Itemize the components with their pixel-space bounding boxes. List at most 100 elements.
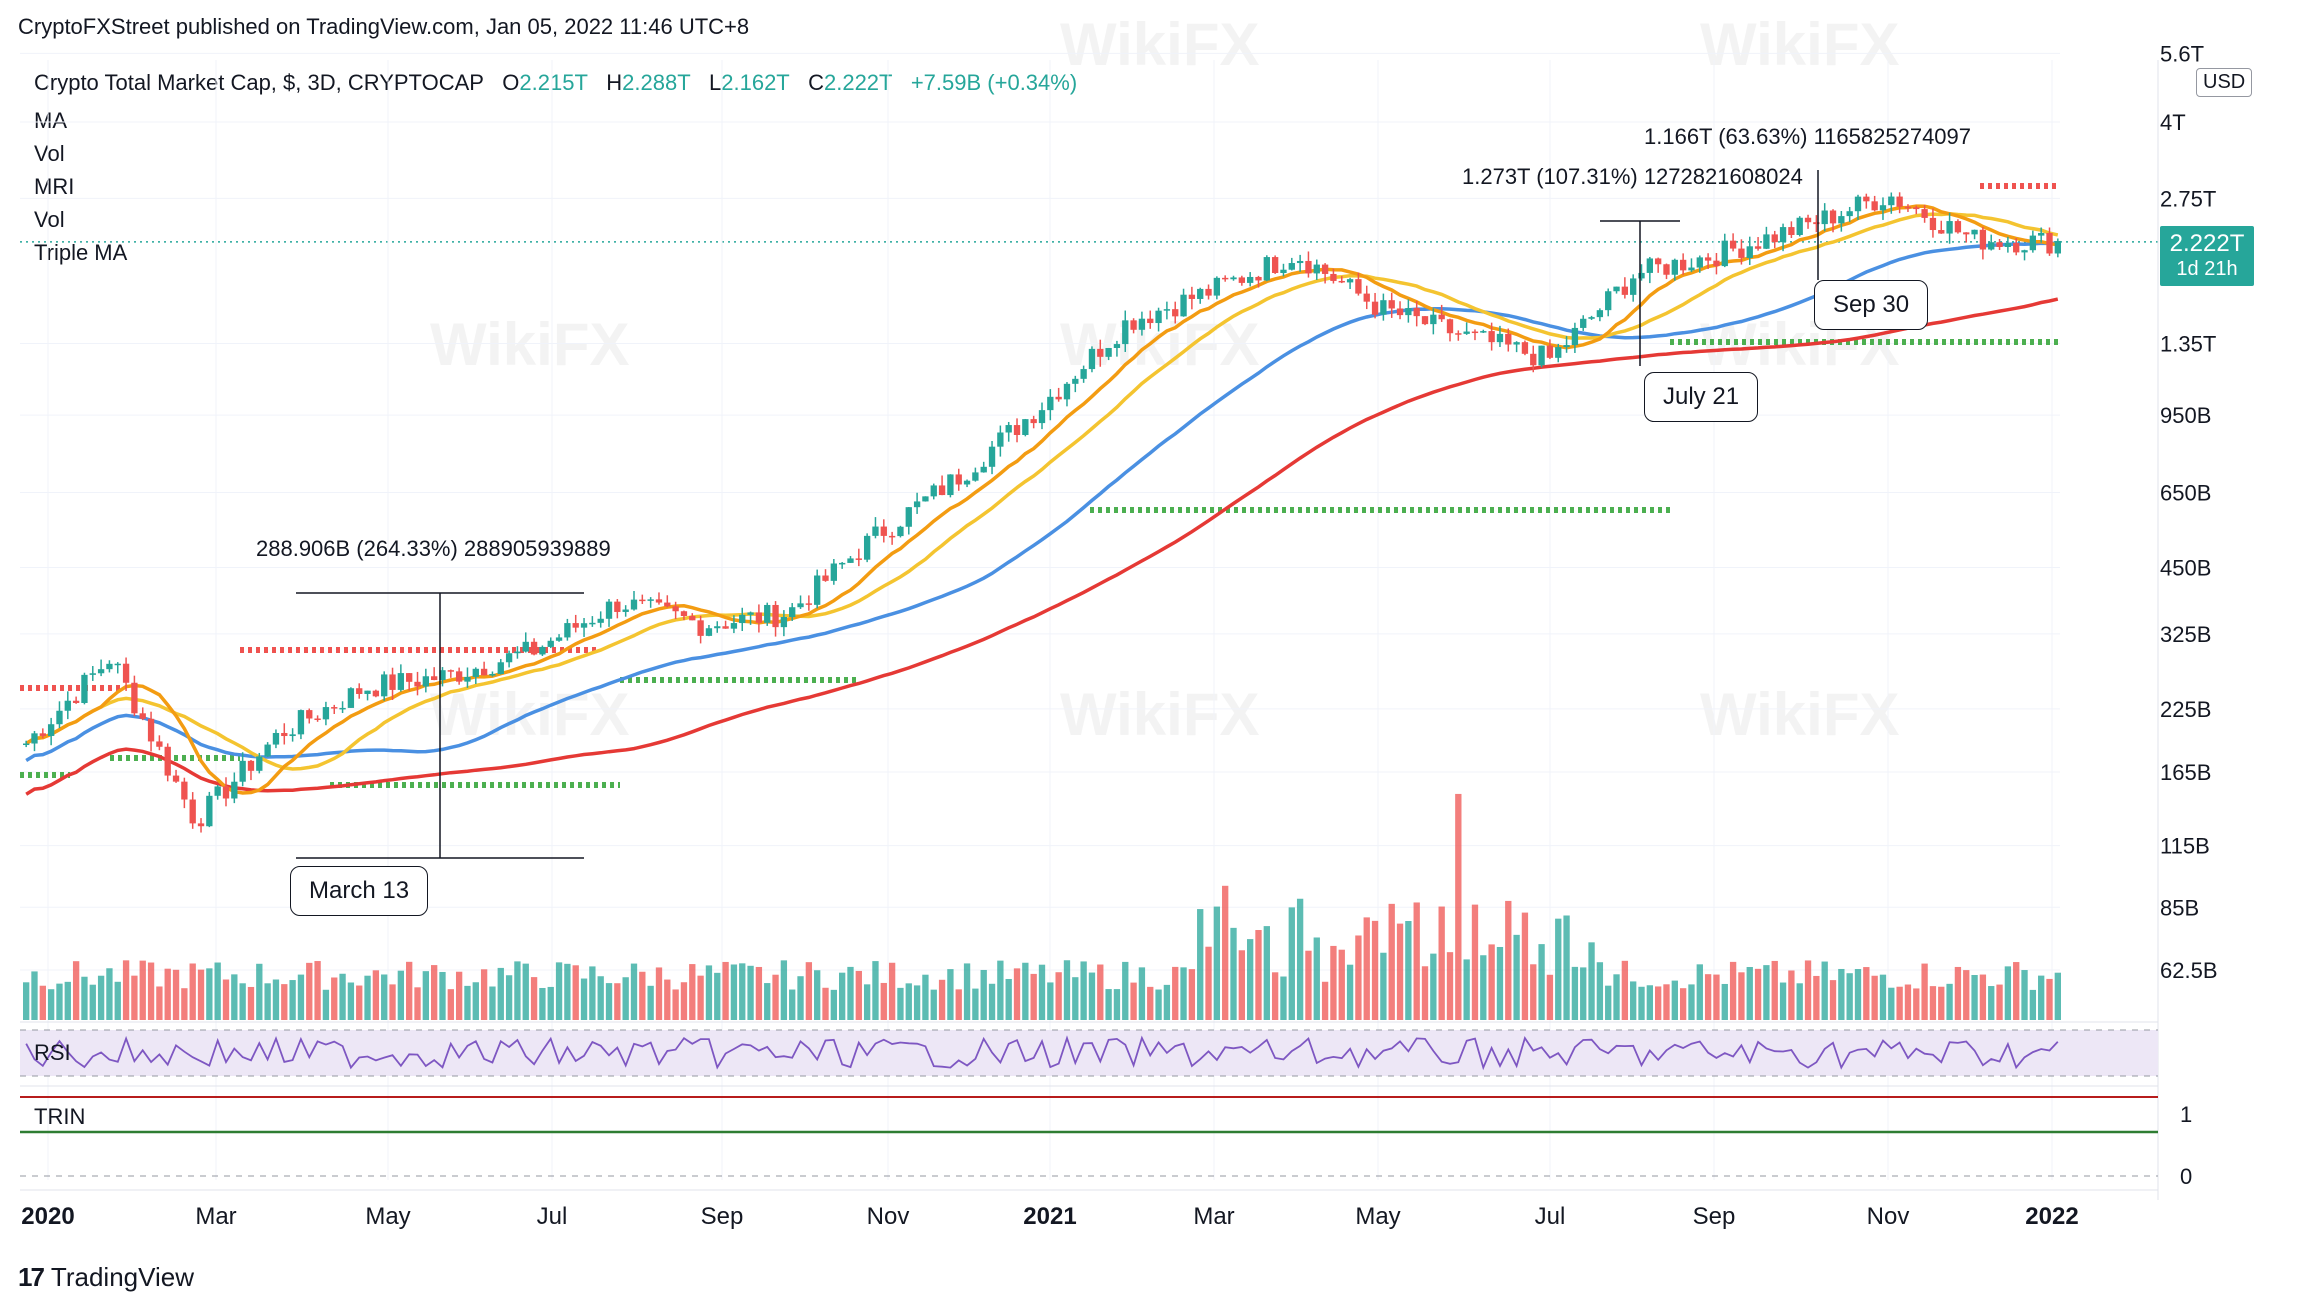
volume-bar	[1771, 960, 1778, 1020]
candle-body	[1247, 276, 1254, 283]
volume-bar	[1421, 966, 1429, 1020]
volume-bar	[1913, 988, 1920, 1020]
candle-body	[1072, 378, 1079, 384]
volume-bar	[1130, 982, 1137, 1020]
candle-body	[1521, 342, 1529, 354]
volume-bar	[1022, 962, 1029, 1020]
candle-body	[381, 674, 388, 697]
volume-bar	[1138, 967, 1146, 1020]
symbol-name[interactable]: Crypto Total Market Cap, $, 3D, CRYPTOCA…	[34, 70, 484, 95]
volume-bar	[597, 976, 604, 1020]
volume-bar	[1605, 985, 1612, 1020]
candle-body	[1305, 260, 1312, 274]
volume-bar	[1954, 966, 1962, 1020]
volume-bar	[1829, 980, 1837, 1020]
volume-bar	[672, 989, 679, 1020]
candle-body	[789, 607, 796, 618]
indicator-vol-2[interactable]: Vol	[34, 207, 65, 232]
candle-body	[1655, 258, 1662, 265]
tradingview-logo-icon: 17	[18, 1262, 45, 1292]
volume-bar	[789, 989, 796, 1020]
volume-bar	[447, 989, 454, 1020]
candle-body	[1938, 230, 1945, 234]
indicator-triple-ma[interactable]: Triple MA	[34, 240, 128, 265]
volume-bar	[680, 982, 688, 1020]
candle-body	[1113, 344, 1121, 348]
candle-body	[2046, 232, 2053, 254]
candle-body	[272, 732, 280, 745]
candle-body	[1396, 308, 1404, 316]
footer-brand[interactable]: 17 TradingView	[18, 1262, 194, 1293]
candle-body	[739, 614, 746, 624]
candle-body	[2021, 250, 2028, 253]
y-tick-label: 2.75T	[2160, 186, 2216, 211]
volume-bar	[1405, 921, 1412, 1020]
volume-bar	[2054, 972, 2061, 1020]
candle-body	[1222, 277, 1229, 280]
volume-bar	[289, 980, 296, 1020]
volume-bar	[855, 970, 862, 1020]
candle-body	[1754, 246, 1762, 249]
candle-body	[1613, 286, 1620, 292]
volume-bar	[1929, 986, 1937, 1020]
bar-countdown: 1d 21h	[2176, 258, 2238, 280]
y-tick-label: 5.6T	[2160, 41, 2204, 66]
candle-body	[1138, 318, 1146, 330]
candle-body	[2038, 232, 2045, 236]
indicator-ma[interactable]: MA	[34, 108, 67, 133]
candle-body	[306, 710, 313, 719]
currency-label[interactable]: USD	[2196, 68, 2253, 97]
candle-body	[797, 603, 804, 608]
volume-bar	[372, 970, 380, 1020]
volume-bar	[780, 960, 788, 1020]
volume-bar	[980, 969, 987, 1020]
volume-bar	[264, 983, 271, 1020]
x-tick-label: May	[365, 1203, 410, 1230]
volume-bar	[172, 969, 180, 1020]
candle-body	[730, 623, 738, 629]
indicator-vol[interactable]: Vol	[34, 141, 65, 166]
volume-bar	[1180, 967, 1187, 1020]
volume-bar	[1363, 917, 1370, 1020]
volume-bar	[23, 982, 30, 1020]
volume-bar	[1321, 981, 1329, 1020]
volume-bar	[480, 969, 488, 1020]
volume-bar	[997, 960, 1004, 1020]
candle-body	[1879, 205, 1887, 211]
volume-bar	[572, 965, 579, 1020]
candle-body	[1563, 345, 1570, 348]
volume-bar	[722, 961, 729, 1020]
volume-bar	[1330, 945, 1337, 1020]
candle-body	[1671, 259, 1678, 275]
volume-bar	[1896, 986, 1903, 1020]
candle-body	[547, 640, 554, 647]
volume-bar	[256, 963, 263, 1020]
moving-average-line	[25, 241, 2058, 762]
volume-bar	[1963, 970, 1970, 1020]
candle-body	[1330, 273, 1337, 281]
volume-bar	[880, 982, 887, 1020]
watermark-7: WikiFX	[1060, 11, 1260, 78]
candle-body	[905, 507, 912, 527]
candle-body	[1538, 345, 1545, 366]
volume-bar	[406, 961, 413, 1020]
candle-body	[997, 432, 1004, 447]
candle-body	[1646, 258, 1653, 273]
volume-bar	[197, 969, 205, 1020]
footer-brand-text: TradingView	[50, 1262, 194, 1292]
candle-body	[822, 575, 829, 581]
x-tick-label: 2022	[2025, 1203, 2078, 1230]
candle-body	[1846, 211, 1853, 217]
volume-bar	[639, 971, 646, 1020]
volume-bar	[222, 979, 230, 1020]
candle-body	[1571, 327, 1579, 346]
candle-body	[1047, 396, 1054, 411]
volume-bar	[564, 963, 571, 1020]
volume-bar	[547, 986, 554, 1020]
candle-body	[356, 688, 363, 694]
volume-bar	[1996, 984, 2003, 1020]
indicator-mri[interactable]: MRI	[34, 174, 75, 199]
candle-body	[1022, 419, 1029, 435]
candle-body	[988, 446, 996, 467]
